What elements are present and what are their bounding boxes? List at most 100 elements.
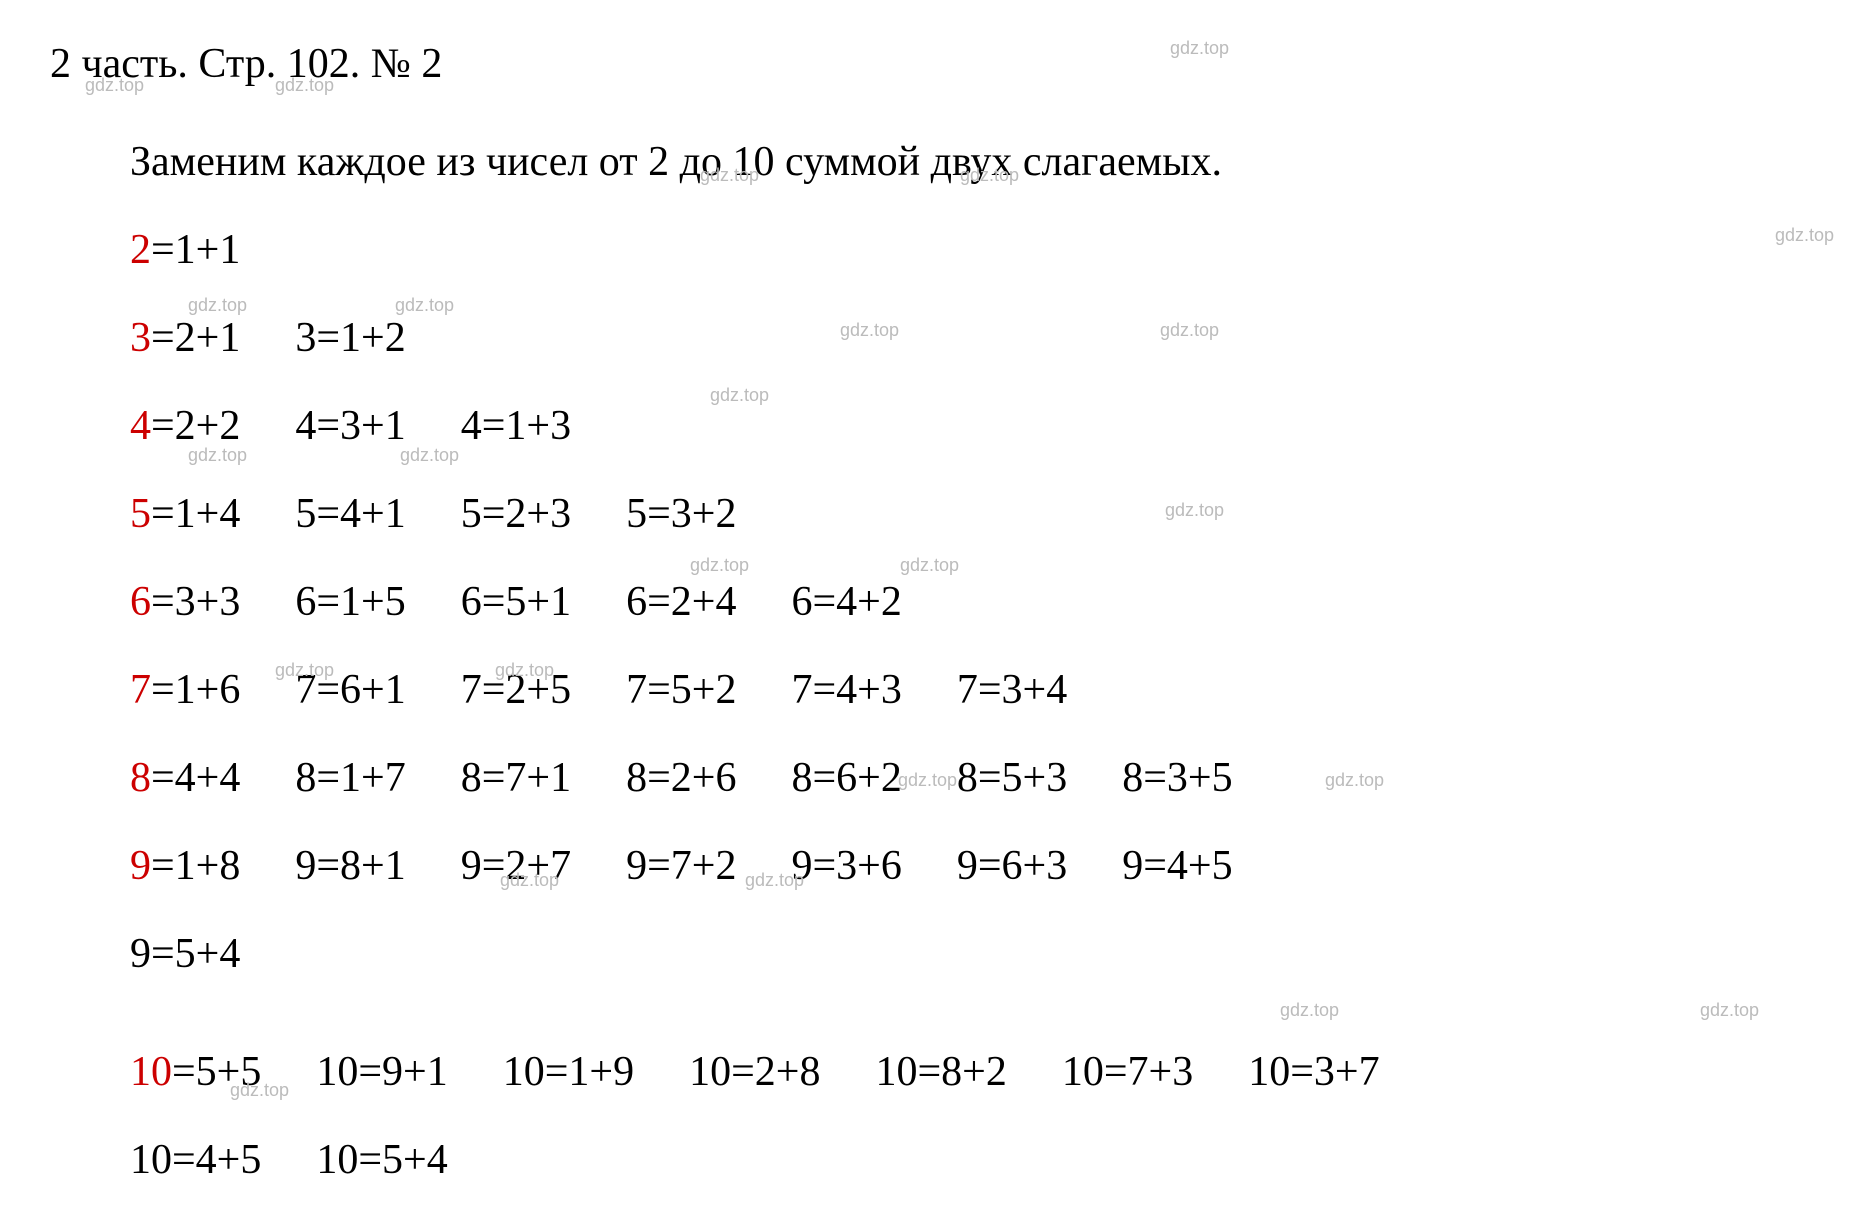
equation-expr: =2+7 bbox=[482, 843, 571, 889]
equation-number: 10 bbox=[876, 1049, 918, 1095]
equation-cell: 8=3+5 bbox=[1122, 754, 1232, 802]
equation-expr: =1+6 bbox=[151, 667, 240, 713]
equation-cell: 10=8+2 bbox=[876, 1048, 1007, 1096]
equation-cell: 7=6+1 bbox=[295, 666, 405, 714]
equation-expr: =4+2 bbox=[813, 579, 902, 625]
equation-expr: =3+7 bbox=[1290, 1049, 1379, 1095]
equation-number: 9 bbox=[461, 843, 482, 889]
equation-cell: 9=6+3 bbox=[957, 842, 1067, 890]
equation-cell: 10=9+1 bbox=[316, 1048, 447, 1096]
equation-number: 5 bbox=[130, 491, 151, 537]
equation-cell: 5=4+1 bbox=[295, 490, 405, 538]
equation-number: 3 bbox=[295, 315, 316, 361]
equation-cell: 8=4+4 bbox=[130, 754, 240, 802]
equation-number: 9 bbox=[626, 843, 647, 889]
equation-cell: 6=1+5 bbox=[295, 578, 405, 626]
equation-cell: 5=3+2 bbox=[626, 490, 736, 538]
equation-cell: 10=5+4 bbox=[316, 1136, 447, 1184]
equation-row: 6=3+3 6=1+5 6=5+1 6 =2+4 6=4+2 bbox=[130, 578, 1823, 626]
equation-expr: =9+1 bbox=[358, 1049, 447, 1095]
equation-expr: =2+8 bbox=[731, 1049, 820, 1095]
equation-number: 8 bbox=[130, 755, 151, 801]
equation-cell: 10=5+5 bbox=[130, 1048, 261, 1096]
equation-expr: =2+4 bbox=[647, 579, 736, 625]
equation-expr: =2+3 bbox=[482, 491, 571, 537]
equation-cell: 7=2+5 bbox=[461, 666, 571, 714]
equation-expr: =1+2 bbox=[316, 315, 405, 361]
equation-expr: =3+3 bbox=[151, 579, 240, 625]
equation-cell: 6=5+1 bbox=[461, 578, 571, 626]
equation-number: 7 bbox=[461, 667, 482, 713]
equation-cell: 9=5+4 bbox=[130, 930, 240, 978]
equation-number: 10 bbox=[130, 1049, 172, 1095]
equation-expr: =1+3 bbox=[482, 403, 571, 449]
equation-expr: =1+9 bbox=[545, 1049, 634, 1095]
equation-expr: =6+2 bbox=[813, 755, 902, 801]
equation-expr: =4+3 bbox=[813, 667, 902, 713]
equation-cell: 3=1+2 bbox=[295, 314, 405, 362]
equation-number: 8 bbox=[1122, 755, 1143, 801]
equation-row: 4=2+2 4=3+1 4=1+3 bbox=[130, 402, 1823, 450]
equation-expr: =5+3 bbox=[978, 755, 1067, 801]
equation-cell: 8=2+6 bbox=[626, 754, 736, 802]
equation-cell: 9=2+7 bbox=[461, 842, 571, 890]
equation-expr: =5+5 bbox=[172, 1049, 261, 1095]
equation-expr: =5+2 bbox=[647, 667, 736, 713]
equation-number: 10 bbox=[1062, 1049, 1104, 1095]
equation-cell: 9=3+6 bbox=[792, 842, 902, 890]
equation-expr: =3+5 bbox=[1143, 755, 1232, 801]
equation-row: 9=1+89=8+19=2+79=7+29=3+69=6+39=4+5 bbox=[130, 842, 1823, 890]
equation-expr: =4+5 bbox=[172, 1137, 261, 1183]
equation-expr: =2+1 bbox=[151, 315, 240, 361]
equation-expr: =2+6 bbox=[647, 755, 736, 801]
equation-row: 9=5+4 bbox=[130, 930, 1823, 978]
equation-number: 5 bbox=[626, 491, 647, 537]
equation-expr: =1+1 bbox=[151, 227, 240, 273]
equation-cell: 4=2+2 bbox=[130, 402, 240, 450]
equation-row: 10=4+510=5+4 bbox=[130, 1136, 1823, 1184]
equation-number: 10 bbox=[689, 1049, 731, 1095]
equation-cell: 2=1+1 bbox=[130, 226, 240, 274]
equation-expr: =2+2 bbox=[151, 403, 240, 449]
equation-number: 8 bbox=[626, 755, 647, 801]
equation-cell: 6=3+3 bbox=[130, 578, 240, 626]
equation-number: 5 bbox=[295, 491, 316, 537]
equation-expr: =3+4 bbox=[978, 667, 1067, 713]
equation-expr: =1+7 bbox=[316, 755, 405, 801]
equation-cell: 9=4+5 bbox=[1122, 842, 1232, 890]
equation-expr: =6+1 bbox=[316, 667, 405, 713]
equation-cell: 8=7+1 bbox=[461, 754, 571, 802]
equation-expr: =1+8 bbox=[151, 843, 240, 889]
equation-cell: 9=7+2 bbox=[626, 842, 736, 890]
equation-cell: 4=3+1 bbox=[295, 402, 405, 450]
equation-number: 9 bbox=[1122, 843, 1143, 889]
equation-cell: 9=8+1 bbox=[295, 842, 405, 890]
equation-number: 7 bbox=[957, 667, 978, 713]
equation-cell: 6=4+2 bbox=[792, 578, 902, 626]
equation-row: 2=1+1 bbox=[130, 226, 1823, 274]
equation-expr: =7+2 bbox=[647, 843, 736, 889]
equation-row: 7=1+67=6+17=2+57=5+27=4+37=3+4 bbox=[130, 666, 1823, 714]
equations-block: 2=1+13=2+13=1+24=2+24=3+14=1+35=1+45=4+1… bbox=[130, 226, 1823, 1184]
equation-number: 9 bbox=[130, 931, 151, 977]
equation-expr: =8+2 bbox=[918, 1049, 1007, 1095]
equation-number: 7 bbox=[130, 667, 151, 713]
equation-cell: 10=7+3 bbox=[1062, 1048, 1193, 1096]
equation-cell: 9=1+8 bbox=[130, 842, 240, 890]
equation-number: 10 bbox=[1248, 1049, 1290, 1095]
equation-number: 4 bbox=[461, 403, 482, 449]
equation-expr: =3+1 bbox=[316, 403, 405, 449]
equation-number: 9 bbox=[792, 843, 813, 889]
equation-expr: =5+4 bbox=[151, 931, 240, 977]
equation-cell: 5=1+4 bbox=[130, 490, 240, 538]
equation-expr: =1+4 bbox=[151, 491, 240, 537]
equation-row: 8=4+48=1+78=7+18=2+68=6+28=5+38=3+5 bbox=[130, 754, 1823, 802]
equation-number: 8 bbox=[461, 755, 482, 801]
equation-expr: =5+4 bbox=[358, 1137, 447, 1183]
equation-number: 6 bbox=[130, 579, 151, 625]
equation-expr: =5+1 bbox=[482, 579, 571, 625]
equation-row: 3=2+13=1+2 bbox=[130, 314, 1823, 362]
equation-number: 9 bbox=[295, 843, 316, 889]
equation-cell: 3=2+1 bbox=[130, 314, 240, 362]
equation-expr: =7+3 bbox=[1104, 1049, 1193, 1095]
